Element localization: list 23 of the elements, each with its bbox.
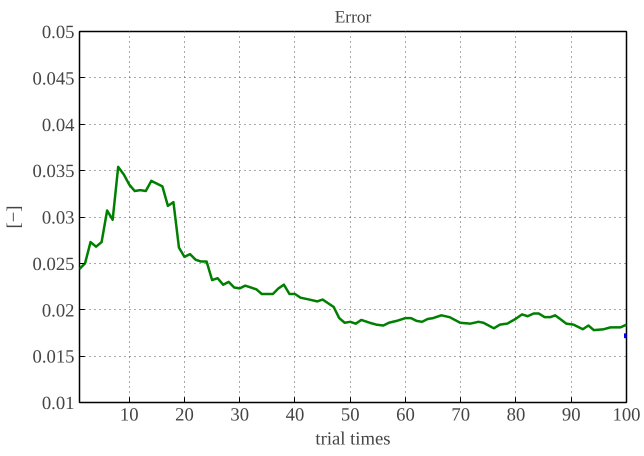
line-series <box>80 166 626 332</box>
y-tick-label: 0.01 <box>42 393 75 414</box>
x-tick-label: 80 <box>506 404 526 426</box>
y-tick-label: 0.035 <box>32 161 75 182</box>
chart-title: Error <box>334 8 372 26</box>
x-axis-title: trial times <box>315 428 391 450</box>
x-tick-label: 10 <box>120 404 139 426</box>
x-tick-label: 30 <box>230 404 250 426</box>
y-tick-label: 0.025 <box>32 254 75 275</box>
y-tick-label: 0.04 <box>42 114 76 136</box>
y-axis-title: [−] <box>4 206 25 228</box>
x-tick-label: 60 <box>396 404 415 426</box>
x-tick-label: 100 <box>612 404 640 426</box>
y-tick-label: 0.045 <box>32 68 75 90</box>
y-tick-label: 0.05 <box>42 22 75 43</box>
x-tick-label: 40 <box>286 404 304 426</box>
x-tick-label: 90 <box>562 404 581 426</box>
x-tick-label: 50 <box>340 404 360 426</box>
y-tick-label: 0.03 <box>42 208 75 228</box>
y-tick-label: 0.015 <box>32 346 75 368</box>
y-tick-label: 0.02 <box>42 300 75 322</box>
x-tick-label: 70 <box>451 404 470 426</box>
x-tick-label: 20 <box>175 404 194 426</box>
